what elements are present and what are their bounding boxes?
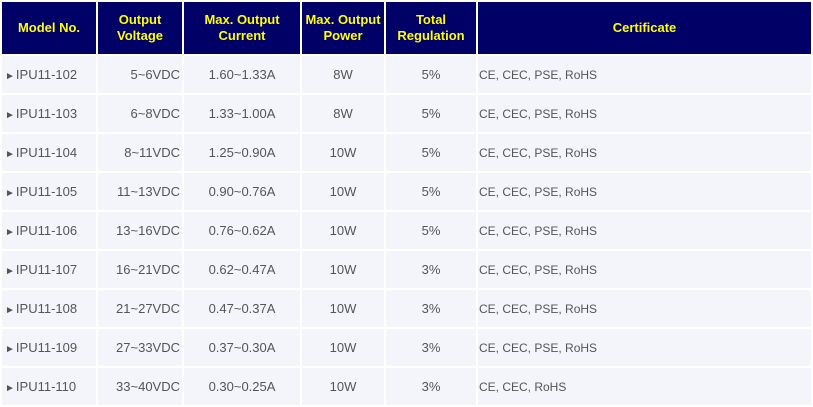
cell-current: 0.47~0.37A: [184, 290, 300, 327]
arrow-right-icon: ►: [5, 110, 15, 121]
model-number[interactable]: IPU11-103: [15, 106, 78, 121]
cell-model: ►IPU11-106: [2, 212, 96, 249]
cell-current: 1.33~1.00A: [184, 95, 300, 132]
cell-current: 1.60~1.33A: [184, 56, 300, 93]
table-row: ►IPU11-108 21~27VDC 0.47~0.37A 10W 3% CE…: [2, 290, 811, 327]
cell-voltage: 5~6VDC: [98, 56, 182, 93]
arrow-right-icon: ►: [5, 149, 15, 160]
cell-model: ►IPU11-109: [2, 329, 96, 366]
header-voltage-line1: Output: [118, 12, 162, 27]
cell-model: ►IPU11-102: [2, 56, 96, 93]
header-regulation-line1: Total: [415, 12, 447, 27]
cell-regulation: 3%: [386, 329, 476, 366]
cell-regulation: 5%: [386, 56, 476, 93]
cell-certificate: CE, CEC, PSE, RoHS: [478, 251, 811, 288]
cell-voltage: 8~11VDC: [98, 134, 182, 171]
model-number[interactable]: IPU11-110: [15, 379, 77, 394]
cell-current: 1.25~0.90A: [184, 134, 300, 171]
arrow-right-icon: ►: [5, 383, 15, 394]
header-voltage-line2: Voltage: [117, 28, 163, 43]
cell-voltage: 21~27VDC: [98, 290, 182, 327]
cell-current: 0.30~0.25A: [184, 368, 300, 405]
cell-certificate: CE, CEC, PSE, RoHS: [478, 56, 811, 93]
arrow-right-icon: ►: [5, 266, 15, 277]
cell-power: 10W: [302, 290, 384, 327]
cell-model: ►IPU11-104: [2, 134, 96, 171]
cell-voltage: 16~21VDC: [98, 251, 182, 288]
header-regulation-line2: Regulation: [397, 28, 465, 43]
cell-model: ►IPU11-103: [2, 95, 96, 132]
cell-power: 10W: [302, 368, 384, 405]
cell-power: 10W: [302, 329, 384, 366]
cell-certificate: CE, CEC, PSE, RoHS: [478, 212, 811, 249]
cell-power: 10W: [302, 251, 384, 288]
header-voltage: Output Voltage: [98, 2, 182, 54]
cell-voltage: 13~16VDC: [98, 212, 182, 249]
cell-regulation: 5%: [386, 95, 476, 132]
cell-current: 0.90~0.76A: [184, 173, 300, 210]
cell-power: 10W: [302, 134, 384, 171]
cell-voltage: 27~33VDC: [98, 329, 182, 366]
cell-current: 0.37~0.30A: [184, 329, 300, 366]
cell-regulation: 5%: [386, 212, 476, 249]
cell-model: ►IPU11-108: [2, 290, 96, 327]
model-number[interactable]: IPU11-104: [15, 145, 78, 160]
cell-certificate: CE, CEC, PSE, RoHS: [478, 290, 811, 327]
header-current-line2: Current: [218, 28, 266, 43]
header-current: Max. Output Current: [184, 2, 300, 54]
cell-model: ►IPU11-110: [2, 368, 96, 405]
header-row: Model No. Output Voltage Max. Output Curre…: [2, 2, 811, 54]
cell-power: 10W: [302, 212, 384, 249]
table-row: ►IPU11-103 6~8VDC 1.33~1.00A 8W 5% CE, C…: [2, 95, 811, 132]
table-row: ►IPU11-102 5~6VDC 1.60~1.33A 8W 5% CE, C…: [2, 56, 811, 93]
cell-voltage: 33~40VDC: [98, 368, 182, 405]
table-row: ►IPU11-105 11~13VDC 0.90~0.76A 10W 5% CE…: [2, 173, 811, 210]
cell-power: 10W: [302, 173, 384, 210]
cell-current: 0.62~0.47A: [184, 251, 300, 288]
model-number[interactable]: IPU11-106: [15, 223, 78, 238]
arrow-right-icon: ►: [5, 305, 15, 316]
header-power: Max. Output Power: [302, 2, 384, 54]
table-row: ►IPU11-109 27~33VDC 0.37~0.30A 10W 3% CE…: [2, 329, 811, 366]
model-number[interactable]: IPU11-108: [15, 301, 78, 316]
header-certificate-text: Certificate: [612, 20, 677, 35]
cell-certificate: CE, CEC, PSE, RoHS: [478, 95, 811, 132]
cell-regulation: 3%: [386, 290, 476, 327]
header-power-line1: Max. Output: [305, 12, 381, 27]
header-power-line2: Power: [323, 28, 363, 43]
cell-power: 8W: [302, 95, 384, 132]
cell-certificate: CE, CEC, PSE, RoHS: [478, 173, 811, 210]
arrow-right-icon: ►: [5, 344, 15, 355]
cell-regulation: 5%: [386, 173, 476, 210]
cell-regulation: 3%: [386, 251, 476, 288]
table-row: ►IPU11-106 13~16VDC 0.76~0.62A 10W 5% CE…: [2, 212, 811, 249]
header-regulation: Total Regulation: [386, 2, 476, 54]
table-row: ►IPU11-110 33~40VDC 0.30~0.25A 10W 3% CE…: [2, 368, 811, 405]
header-model-text: Model No.: [17, 20, 81, 35]
model-number[interactable]: IPU11-109: [15, 340, 78, 355]
arrow-right-icon: ►: [5, 227, 15, 238]
cell-model: ►IPU11-107: [2, 251, 96, 288]
cell-power: 8W: [302, 56, 384, 93]
cell-certificate: CE, CEC, PSE, RoHS: [478, 134, 811, 171]
arrow-right-icon: ►: [5, 71, 15, 82]
cell-certificate: CE, CEC, RoHS: [478, 368, 811, 405]
cell-regulation: 5%: [386, 134, 476, 171]
cell-current: 0.76~0.62A: [184, 212, 300, 249]
header-current-line1: Max. Output: [204, 12, 280, 27]
header-model: Model No.: [2, 2, 96, 54]
table-row: ►IPU11-107 16~21VDC 0.62~0.47A 10W 3% CE…: [2, 251, 811, 288]
cell-voltage: 6~8VDC: [98, 95, 182, 132]
arrow-right-icon: ►: [5, 188, 15, 199]
model-number[interactable]: IPU11-105: [15, 184, 78, 199]
cell-certificate: CE, CEC, PSE, RoHS: [478, 329, 811, 366]
model-number[interactable]: IPU11-107: [15, 262, 78, 277]
cell-regulation: 3%: [386, 368, 476, 405]
cell-voltage: 11~13VDC: [98, 173, 182, 210]
model-number[interactable]: IPU11-102: [15, 67, 78, 82]
header-certificate: Certificate: [478, 2, 811, 54]
table-row: ►IPU11-104 8~11VDC 1.25~0.90A 10W 5% CE,…: [2, 134, 811, 171]
cell-model: ►IPU11-105: [2, 173, 96, 210]
